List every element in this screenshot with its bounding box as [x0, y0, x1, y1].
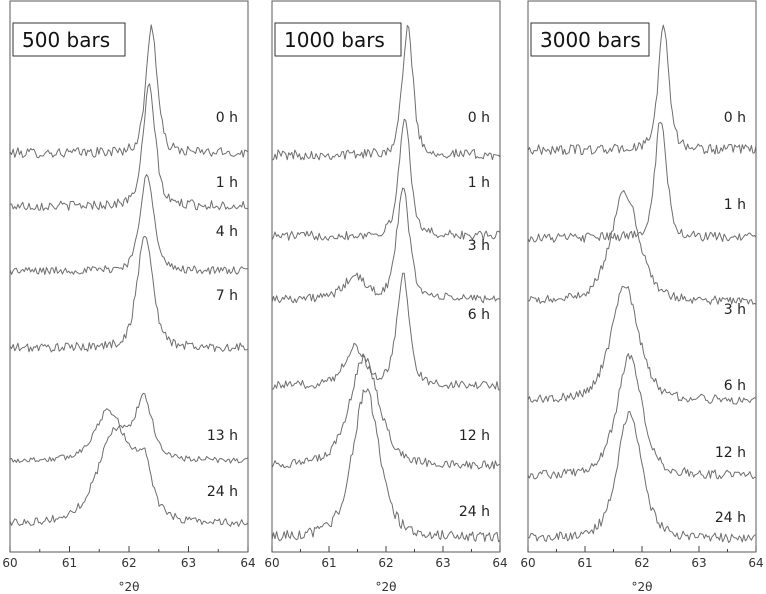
panel-title-box: 3000 bars [530, 22, 650, 57]
series-label: 12 h [459, 428, 490, 444]
trace-24h [271, 388, 501, 543]
series-label: 13 h [207, 428, 238, 444]
series-label: 0 h [724, 110, 746, 126]
trace-0h [9, 24, 249, 159]
series-label: 6 h [724, 378, 746, 394]
trace-7h [9, 235, 249, 353]
x-tick-label: 60 [2, 556, 17, 570]
plot-frame [9, 0, 249, 553]
trace-24h [9, 425, 249, 527]
trace-1h [527, 121, 757, 243]
panel-title-box: 1000 bars [274, 22, 402, 57]
series-label: 12 h [715, 445, 746, 461]
x-axis-label: °2θ [632, 580, 653, 594]
x-tick-label: 64 [240, 556, 255, 570]
x-tick-label: 61 [62, 556, 77, 570]
series-label: 4 h [216, 224, 238, 240]
series-label: 24 h [459, 504, 490, 520]
x-tick-label: 64 [748, 556, 763, 570]
x-axis-label: °2θ [119, 580, 140, 594]
x-axis-label: °2θ [376, 580, 397, 594]
trace-12h [527, 353, 757, 480]
panel-title: 1000 bars [284, 28, 385, 52]
x-tick-label: 60 [264, 556, 279, 570]
trace-1h [271, 118, 501, 241]
series-label: 1 h [216, 175, 238, 191]
panel-3: 3000 bars 0 h 1 h 3 h 6 h 12 h 24 h 60 61 62 63 64 °… [520, 0, 764, 594]
trace-0h [527, 24, 757, 156]
x-tick-label: 62 [634, 556, 649, 570]
series-label: 1 h [468, 175, 490, 191]
series-label: 1 h [724, 197, 746, 213]
panel-title-box: 500 bars [12, 22, 126, 57]
series-label: 0 h [216, 110, 238, 126]
trace-3h [271, 187, 501, 304]
trace-3h [527, 190, 757, 305]
trace-6h [527, 285, 757, 405]
series-label: 0 h [468, 110, 490, 126]
trace-6h [271, 272, 501, 391]
series-label: 24 h [715, 510, 746, 526]
series-label: 3 h [724, 302, 746, 318]
panel-title: 500 bars [22, 28, 110, 52]
trace-0h [271, 25, 501, 161]
panel-2: 1000 bars 0 h 1 h 3 h 6 h 12 h 24 h 60 61 62 63 64 °… [264, 0, 508, 594]
trace-12h [271, 354, 501, 470]
title-box-border [12, 22, 126, 57]
series-label: 24 h [207, 484, 238, 500]
series-label: 7 h [216, 288, 238, 304]
x-tick-label: 63 [181, 556, 196, 570]
title-box-border [274, 22, 402, 57]
panel-title: 3000 bars [540, 28, 641, 52]
x-tick-label: 64 [492, 556, 507, 570]
x-tick-label: 60 [520, 556, 535, 570]
plot-frame [271, 0, 501, 553]
title-box-border [530, 22, 650, 57]
trace-1h [9, 83, 249, 211]
x-tick-label: 61 [321, 556, 336, 570]
x-tick-label: 62 [121, 556, 136, 570]
x-tick-label: 62 [378, 556, 393, 570]
plot-frame [527, 0, 757, 553]
x-tick-label: 63 [691, 556, 706, 570]
x-tick-label: 61 [577, 556, 592, 570]
trace-13h [9, 392, 249, 464]
series-label: 6 h [468, 307, 490, 323]
trace-24h [527, 410, 757, 543]
panel-1: 500 bars 0 h 1 h 4 h 7 h 13 h 24 h 60 61 62 63 64 °2… [2, 0, 256, 594]
x-tick-label: 63 [435, 556, 450, 570]
trace-4h [9, 174, 249, 275]
series-label: 3 h [468, 238, 490, 254]
